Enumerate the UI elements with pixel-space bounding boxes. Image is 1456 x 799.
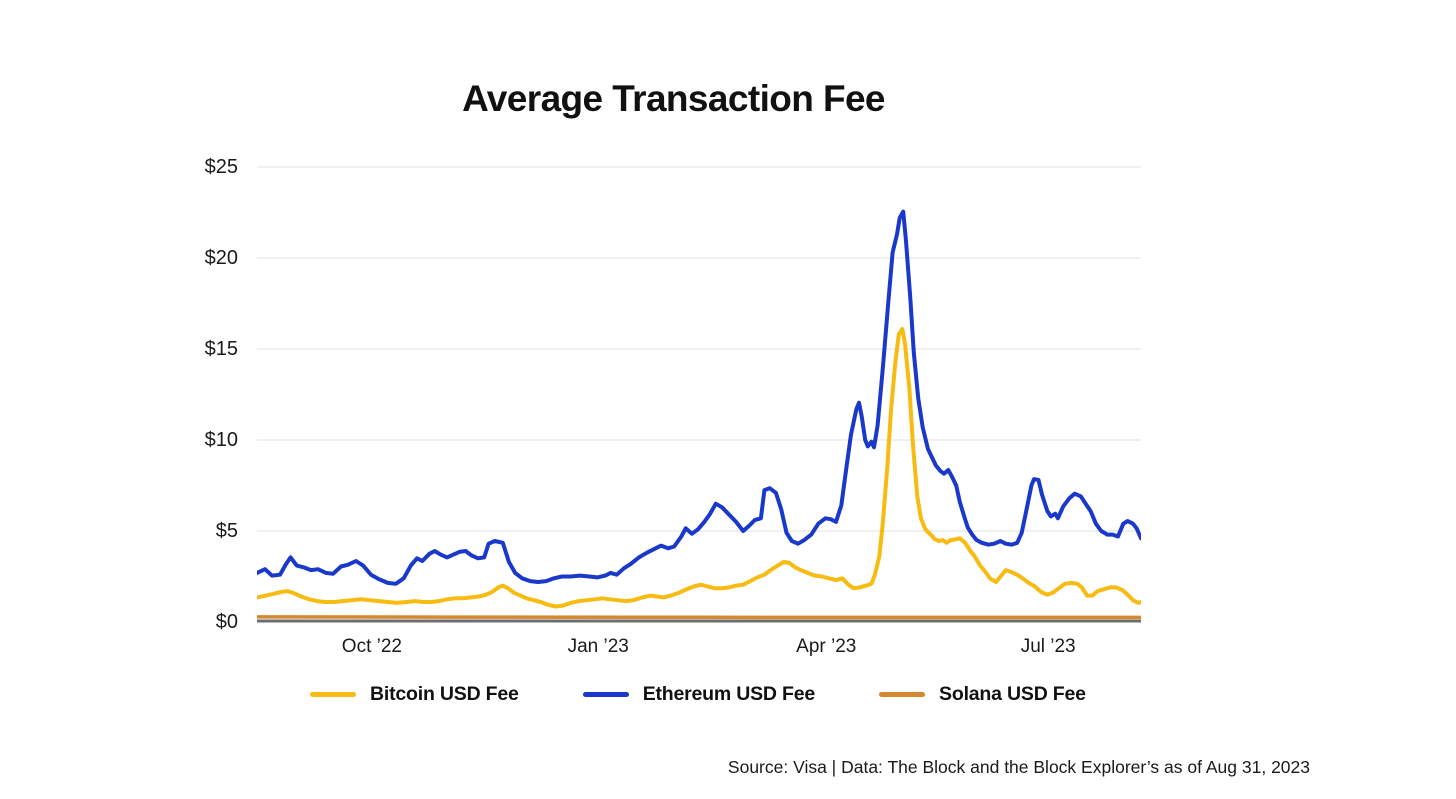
x-axis-label-3: Apr ’23: [796, 636, 857, 657]
legend-item-ethereum: Ethereum USD Fee: [582, 683, 816, 706]
y-axis-label-25: $25: [204, 156, 238, 178]
x-axis-label-1: Oct ’22: [341, 636, 402, 657]
y-axis-label-10: $10: [204, 429, 238, 451]
plot-area: [255, 155, 1143, 630]
y-axis-label-0: $0: [215, 611, 238, 633]
legend-label-ethereum: Ethereum USD Fee: [642, 683, 816, 705]
plot-svg: [255, 166, 1143, 623]
ethereum-usd-fee-line: [255, 209, 1143, 586]
legend: Bitcoin USD Fee Ethereum USD Fee Solana US…: [310, 683, 1086, 706]
legend-item-solana: Solana USD Fee: [879, 683, 1086, 706]
legend-item-bitcoin: Bitcoin USD Fee: [310, 683, 519, 706]
x-axis-label-4: Jul ’23: [1020, 636, 1076, 657]
legend-label-solana: Solana USD Fee: [939, 683, 1086, 705]
y-axis-label-5: $5: [215, 520, 238, 542]
x-axis-label-2: Jan ’23: [567, 636, 629, 657]
chart-title: Average Transaction Fee: [462, 78, 885, 119]
y-axis-label-15: $15: [204, 338, 238, 360]
legend-swatch-solana: [879, 692, 926, 697]
bitcoin-usd-fee-line: [255, 327, 1143, 609]
legend-swatch-bitcoin: [310, 692, 356, 697]
legend-swatch-ethereum: [582, 692, 629, 697]
legend-label-bitcoin: Bitcoin USD Fee: [370, 683, 519, 705]
y-axis-label-20: $20: [204, 247, 238, 269]
solana-usd-fee-line: [255, 615, 1143, 620]
source-note: Source: Visa | Data: The Block and the B…: [727, 757, 1310, 777]
